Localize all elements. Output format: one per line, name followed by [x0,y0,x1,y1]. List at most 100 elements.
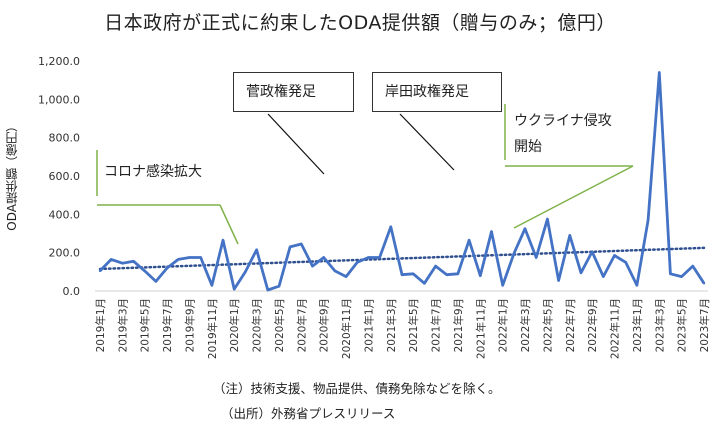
x-tick-label: 2020年3月 [251,298,264,352]
x-tick-label: 2022年11月 [609,298,622,359]
data-point [344,275,348,278]
data-point [423,282,426,285]
data-point [300,242,303,246]
y-tick-label: 200.0 [49,247,81,260]
y-tick-label: 600.0 [49,170,81,183]
x-tick-label: 2023年3月 [653,298,666,352]
data-point [658,71,661,74]
data-point [568,234,571,237]
x-tick-label: 2021年9月 [452,298,465,352]
data-point [702,282,706,285]
y-tick-label: 800.0 [49,132,81,145]
y-tick-labels: 0.0 200.0 400.0 600.0 800.0 1,000.0 1,200.0 [38,55,80,298]
data-point [266,288,269,292]
data-point [210,284,214,287]
data-point [635,284,639,287]
data-point [244,270,247,273]
data-point [288,245,292,249]
x-tick-label: 2020年11月 [340,298,353,359]
data-point [333,269,337,273]
kishida-callout-line [399,113,455,171]
x-tick-label: 2022年1月 [497,298,510,352]
annotation-ukraine-line1: ウクライナ侵攻 [514,113,612,129]
x-tick-label: 2019年7月 [161,298,174,352]
x-tick-label: 2023年1月 [631,298,644,352]
annotation-ukraine-line2: 開始 [514,139,542,155]
y-tick-label: 1,200.0 [38,55,80,68]
data-point [479,274,482,277]
data-point [490,230,493,233]
data-point [412,272,415,275]
data-point [624,261,627,264]
suga-callout-line [267,113,325,175]
data-point [546,217,549,221]
data-point [98,269,102,273]
data-point [613,254,616,257]
series-group [98,71,706,292]
covid-pointer [219,204,239,245]
data-point [535,256,538,259]
chart-title: 日本政府が正式に約束したODA提供額（贈与のみ；億円） [104,12,616,34]
x-tick-label: 2021年5月 [407,298,420,352]
data-point [378,256,381,259]
data-point [669,272,672,275]
trendline [98,246,706,271]
data-point [199,256,202,259]
data-point [110,258,113,261]
x-tick-label: 2022年7月 [564,298,577,352]
x-tick-label: 2021年1月 [362,298,375,352]
x-tick-label: 2019年5月 [139,298,152,352]
y-tick-label: 1,000.0 [38,93,80,106]
x-tick-label: 2022年3月 [519,298,532,352]
data-point [400,273,404,276]
data-point [356,261,359,264]
data-point [646,218,650,222]
data-point [255,248,258,251]
annotation-ukraine-invasion: ウクライナ侵攻 開始 [514,108,612,160]
y-tick-label: 0.0 [63,285,81,298]
data-point [467,239,471,242]
x-tick-label: 2020年9月 [318,298,331,352]
data-point [322,256,325,259]
x-tick-label: 2019年9月 [183,298,196,352]
data-point [557,279,560,282]
footnote: （注）技術支援、物品提供、債務免除などを除く。 [213,381,501,396]
x-tick-label: 2021年3月 [385,298,398,352]
data-point [456,272,460,275]
data-point [434,264,437,268]
data-point [445,273,448,276]
data-point [177,258,180,261]
x-tick-label: 2020年1月 [228,298,241,352]
data-point [523,227,527,230]
data-point [188,256,191,259]
x-tick-label: 2023年7月 [698,298,711,352]
x-tick-label: 2023年5月 [676,298,689,352]
data-point [311,264,314,268]
data-point [602,275,605,278]
annotation-covid-spread: コロナ感染拡大 [104,164,202,180]
annotation-suga-government: 菅政権発足 [233,72,354,112]
data-point [680,275,683,278]
data-point [512,252,516,255]
data-point [221,239,225,242]
data-point [233,287,236,291]
ukraine-pointer [513,165,634,229]
data-point [154,280,158,283]
annotation-kishida-government: 岸田政権発足 [372,72,502,112]
x-tick-label: 2022年5月 [541,298,554,352]
data-point [143,269,146,273]
x-tick-label: 2020年7月 [295,298,308,352]
y-tick-label: 400.0 [49,208,81,221]
data-point [590,250,594,253]
data-point [367,256,370,259]
data-point [277,285,281,288]
x-tick-label: 2019年3月 [116,298,129,352]
data-point [132,260,135,263]
data-point [389,225,392,228]
data-point [501,284,504,287]
x-tick-label: 2020年5月 [273,298,286,352]
annotation-lines [96,104,634,245]
x-tick-label: 2021年11月 [474,298,487,359]
source-note: （出所）外務省プレスリリース [221,406,396,421]
